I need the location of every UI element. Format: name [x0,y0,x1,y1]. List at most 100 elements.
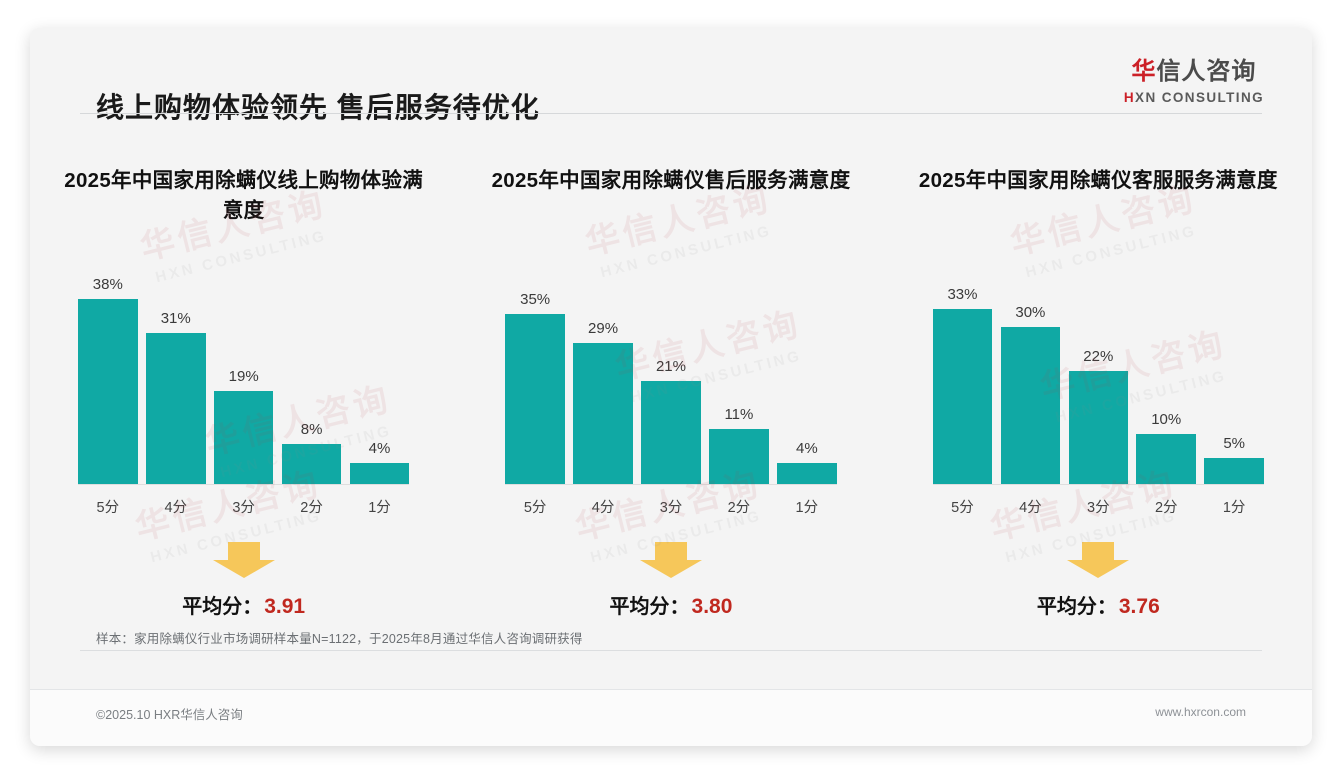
bar-column[interactable]: 38% [78,256,138,484]
page-title: 线上购物体验领先 售后服务待优化 [96,92,540,123]
logo-english-text: HXN CONSULTING [1124,91,1264,105]
bar-value-label: 8% [300,421,323,438]
average-label: 平均分： [609,596,690,618]
bar-chart: 35% 29% 21% 11% [471,256,870,516]
bar-value-label: 10% [1151,411,1182,428]
chart-title: 2025年中国家用除螨仪售后服务满意度 [491,169,851,192]
bar[interactable] [1136,434,1197,484]
bar-value-label: 21% [655,358,686,375]
average-label: 平均分： [1036,596,1117,618]
average-label: 平均分： [182,596,263,618]
slide-footer: ©2025.10 HXR华信人咨询 www.hxrcon.com [30,689,1312,746]
average-score-line: 平均分：3.91 [44,590,443,619]
bar-column[interactable]: 30% [1000,256,1061,484]
down-arrow-icon [212,542,275,578]
average-score-line: 平均分：3.76 [899,590,1298,619]
bar-value-label: 30% [1015,304,1046,321]
logo-chinese-text: 华信人咨询 [1124,60,1264,84]
bar-value-label: 31% [160,310,191,327]
bar[interactable] [281,444,342,484]
plot-area: 35% 29% 21% 11% [505,256,837,485]
sample-footnote: 样本：家用除螨仪行业市场调研样本量N=1122，于2025年8月通过华信人咨询调… [96,632,583,646]
bar[interactable] [1068,371,1129,484]
x-axis-labels: 5分 4分 3分 2分 1分 [78,496,409,517]
bar-value-label: 4% [795,440,818,457]
bar-value-label: 33% [947,286,978,303]
chart-title: 2025年中国家用除螨仪线上购物体验满意度 [64,169,424,222]
bar[interactable] [1000,327,1061,484]
x-axis-tick: 4分 [1019,500,1042,516]
x-axis-tick: 2分 [727,500,751,516]
bar-column[interactable]: 8% [281,256,342,484]
bar[interactable] [709,429,769,484]
slide-canvas: 华信人咨询 HXN CONSULTING 华信人咨询 HXN CONSULTIN… [30,28,1312,746]
charts-row: 2025年中国家用除螨仪线上购物体验满意度 38% 31% 19% [30,138,1312,632]
x-axis-tick: 5分 [523,500,547,516]
bar-column[interactable]: 4% [777,256,837,484]
website-link[interactable]: www.hxrcon.com [1155,705,1246,719]
plot-area: 33% 30% 22% 10% [932,256,1264,485]
plot-area: 38% 31% 19% 8% [78,256,410,485]
x-axis-labels: 5分 4分 3分 2分 1分 [505,496,836,517]
bar[interactable] [145,333,206,484]
bar-column[interactable]: 21% [641,256,701,484]
bar-column[interactable]: 35% [505,256,565,484]
average-score-line: 平均分：3.80 [471,590,870,619]
average-annotation: 平均分：3.76 [899,540,1298,632]
average-value: 3.76 [1118,595,1160,618]
x-axis-tick: 5分 [96,500,120,516]
bar-value-label: 5% [1223,435,1245,452]
bar-chart: 33% 30% 22% 10% [899,256,1298,516]
bar[interactable] [573,343,633,484]
bar-column[interactable]: 4% [349,256,410,484]
bar-value-label: 29% [588,320,619,337]
bar-column[interactable]: 31% [145,256,206,484]
x-axis-tick: 3分 [1087,500,1110,516]
x-axis-labels: 5分 4分 3分 2分 1分 [933,496,1264,517]
bar[interactable] [641,381,701,484]
chart-panel-online-shopping: 2025年中国家用除螨仪线上购物体验满意度 38% 31% 19% [30,138,457,632]
bar-column[interactable]: 10% [1136,256,1197,484]
chart-panel-customer-service: 2025年中国家用除螨仪客服服务满意度 33% 30% 22% [885,138,1312,632]
bar[interactable] [505,314,565,484]
down-arrow-icon [1067,542,1130,578]
bar-value-label: 22% [1083,348,1114,365]
bar-value-label: 38% [92,276,123,293]
bar-value-label: 35% [520,291,551,308]
x-axis-tick: 4分 [591,500,615,516]
bar[interactable] [78,299,138,484]
bar-column[interactable]: 33% [932,256,993,484]
copyright-text: ©2025.10 HXR华信人咨询 [96,708,243,722]
bar[interactable] [349,463,410,484]
bar-value-label: 11% [724,406,754,423]
x-axis-tick: 2分 [1154,500,1178,516]
company-logo: 华信人咨询 HXN CONSULTING [1124,60,1264,105]
bar-value-label: 19% [228,368,259,385]
average-annotation: 平均分：3.80 [471,540,870,632]
x-axis-tick: 2分 [300,500,323,516]
bar[interactable] [932,309,993,484]
bar[interactable] [213,391,274,484]
bar-column[interactable]: 11% [709,256,769,484]
logo-cn-red: 华 [1131,58,1157,85]
average-value: 3.91 [264,595,306,618]
bar-column[interactable]: 5% [1204,256,1264,484]
x-axis-tick: 1分 [795,500,819,516]
logo-en-rest: XN CONSULTING [1135,90,1264,105]
logo-cn-rest: 信人咨询 [1156,58,1257,85]
x-axis-tick: 3分 [659,500,683,516]
bar[interactable] [1204,458,1264,484]
x-axis-tick: 5分 [951,500,974,516]
bar-column[interactable]: 22% [1068,256,1129,484]
x-axis-tick: 1分 [368,500,391,516]
bar-column[interactable]: 29% [573,256,633,484]
x-axis-tick: 1分 [1222,500,1246,516]
chart-title: 2025年中国家用除螨仪客服服务满意度 [918,169,1278,192]
bar-value-label: 4% [368,440,391,457]
average-annotation: 平均分：3.91 [44,540,443,632]
x-axis-tick: 4分 [164,500,188,516]
chart-panel-after-sales: 2025年中国家用除螨仪售后服务满意度 35% 29% 21% [457,138,884,632]
bar[interactable] [777,463,837,484]
logo-en-red: H [1123,90,1136,105]
bar-column[interactable]: 19% [213,256,274,484]
